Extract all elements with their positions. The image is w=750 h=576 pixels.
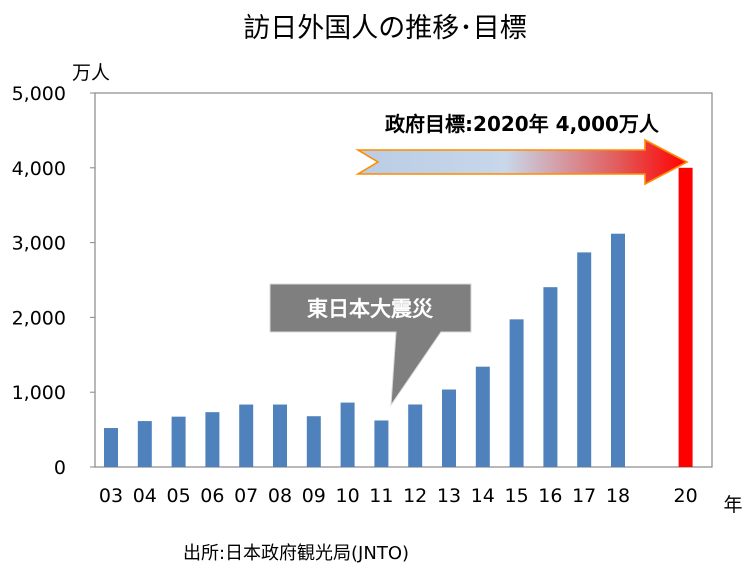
bar-15 — [509, 319, 524, 467]
bar-target-20 — [678, 167, 693, 468]
x-tick-label: 17 — [572, 485, 596, 507]
x-tick-label: 16 — [538, 485, 562, 507]
x-tick-label: 04 — [133, 485, 157, 507]
y-tick-label: 2,000 — [12, 307, 66, 329]
chart-title: 訪日外国人の推移･目標 — [243, 13, 527, 44]
x-tick-label: 03 — [99, 485, 123, 507]
bar-07 — [239, 404, 254, 467]
bar-12 — [408, 404, 423, 467]
y-axis: 0 1,000 2,000 3,000 4,000 5,000 — [12, 83, 95, 479]
y-tick-label: 1,000 — [12, 382, 66, 404]
bar-11 — [374, 420, 389, 467]
bar-18 — [611, 233, 625, 467]
bar-14 — [475, 366, 490, 467]
x-tick-label: 12 — [403, 485, 427, 507]
x-tick-label: 10 — [336, 485, 360, 507]
y-tick-label: 5,000 — [12, 83, 66, 105]
bar-09 — [306, 416, 321, 467]
bar-17 — [577, 252, 592, 467]
bars — [104, 167, 693, 468]
y-axis-unit: 万人 — [72, 62, 110, 84]
x-tick-label: 11 — [369, 485, 393, 507]
bar-13 — [442, 389, 456, 467]
x-tick-label: 05 — [167, 485, 191, 507]
target-arrow — [355, 138, 689, 186]
target-label: 政府目標:2020年 4,000万人 — [385, 112, 660, 136]
x-tick-label: 07 — [234, 485, 258, 507]
x-tick-label: 06 — [200, 485, 224, 507]
bar-06 — [205, 412, 220, 467]
earthquake-label: 東日本大震災 — [307, 297, 434, 321]
x-axis: 03 04 05 06 07 08 09 10 11 12 13 14 15 16 17 18 20 — [99, 485, 698, 507]
bar-05 — [171, 416, 186, 467]
x-tick-label: 14 — [471, 485, 495, 507]
y-tick-label: 0 — [54, 457, 66, 479]
x-tick-label: 20 — [674, 485, 698, 507]
x-tick-label: 09 — [302, 485, 326, 507]
bar-03 — [104, 428, 118, 467]
x-axis-unit: 年 — [723, 494, 742, 516]
bar-16 — [543, 287, 558, 467]
bar-04 — [137, 421, 152, 467]
bar-10 — [340, 402, 355, 467]
x-tick-label: 13 — [437, 485, 461, 507]
bar-08 — [273, 404, 287, 467]
x-tick-label: 08 — [268, 485, 292, 507]
earthquake-callout — [269, 283, 472, 407]
x-tick-label: 15 — [505, 485, 529, 507]
y-tick-label: 3,000 — [12, 233, 66, 255]
x-tick-label: 18 — [606, 485, 630, 507]
y-tick-label: 4,000 — [12, 158, 66, 180]
source-note: 出所:日本政府観光局(JNTO) — [183, 543, 409, 564]
